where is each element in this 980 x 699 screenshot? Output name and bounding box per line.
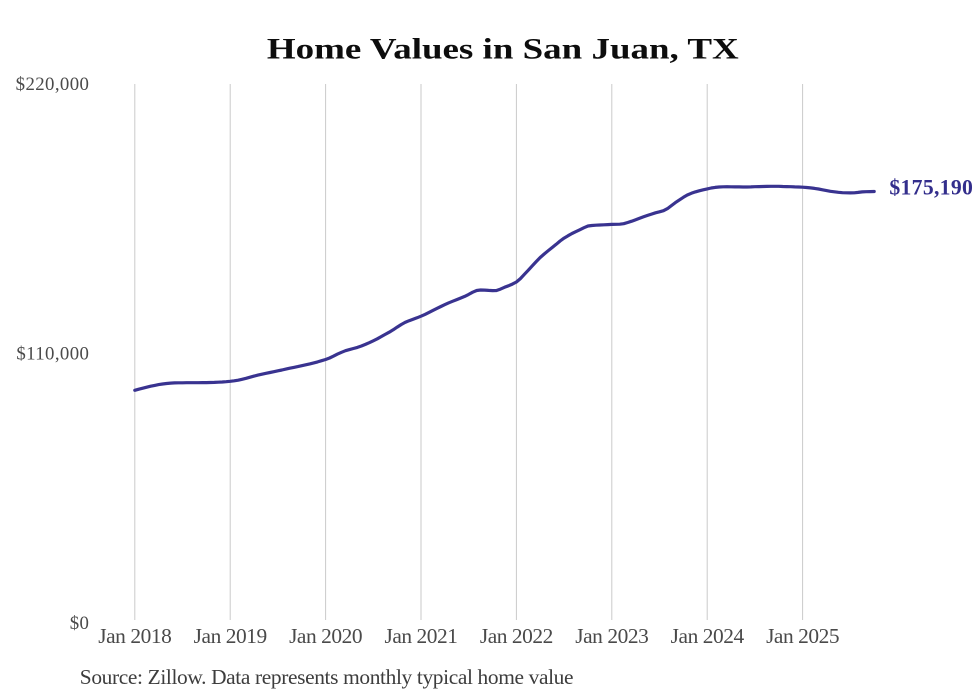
svg-text:Source: Zillow. Data represent: Source: Zillow. Data represents monthly … bbox=[80, 665, 573, 689]
svg-text:Jan 2025: Jan 2025 bbox=[766, 624, 839, 648]
svg-text:Jan 2021: Jan 2021 bbox=[384, 624, 457, 648]
svg-text:$220,000: $220,000 bbox=[16, 74, 90, 95]
svg-text:Jan 2024: Jan 2024 bbox=[671, 624, 745, 648]
svg-text:Jan 2022: Jan 2022 bbox=[480, 624, 553, 648]
svg-text:Jan 2019: Jan 2019 bbox=[194, 624, 267, 648]
svg-text:Jan 2018: Jan 2018 bbox=[98, 624, 171, 648]
svg-text:Jan 2023: Jan 2023 bbox=[575, 624, 648, 648]
svg-text:Home Values in San Juan, TX: Home Values in San Juan, TX bbox=[267, 33, 739, 66]
svg-text:$0: $0 bbox=[70, 613, 90, 634]
svg-text:$110,000: $110,000 bbox=[16, 343, 89, 364]
svg-text:$175,190: $175,190 bbox=[889, 176, 973, 200]
svg-text:Jan 2020: Jan 2020 bbox=[289, 624, 362, 648]
